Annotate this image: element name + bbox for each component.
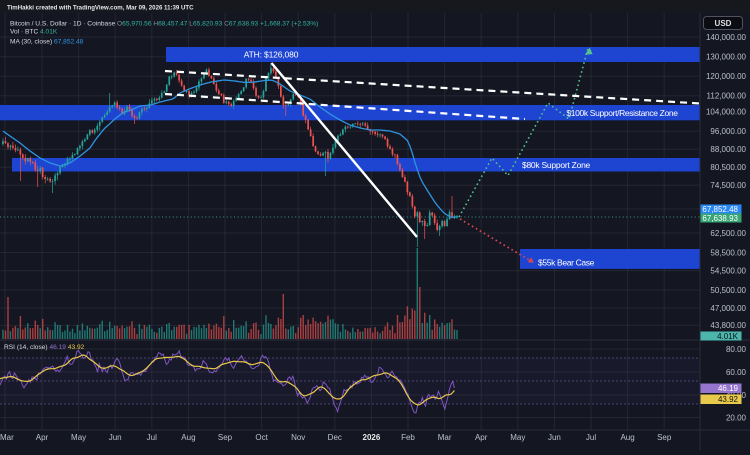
svg-text:54,500.00: 54,500.00: [710, 266, 746, 275]
svg-text:140,000.00: 140,000.00: [706, 33, 747, 42]
svg-text:Jun: Jun: [548, 433, 561, 442]
svg-text:88,000.00: 88,000.00: [710, 145, 746, 154]
svg-text:60.00: 60.00: [726, 368, 747, 377]
svg-text:80.00: 80.00: [726, 345, 747, 354]
svg-text:Aug: Aug: [620, 433, 634, 442]
svg-text:96,000.00: 96,000.00: [710, 127, 746, 136]
svg-text:May: May: [510, 433, 525, 442]
svg-text:Apr: Apr: [475, 433, 488, 442]
svg-text:Sep: Sep: [657, 433, 672, 442]
svg-text:MA (30, close) 67,852.48: MA (30, close) 67,852.48: [10, 39, 84, 46]
svg-text:ATH: $126,080: ATH: $126,080: [244, 50, 299, 60]
svg-text:20.00: 20.00: [726, 413, 747, 422]
svg-text:Dec: Dec: [328, 433, 342, 442]
svg-text:47,000.00: 47,000.00: [710, 304, 746, 313]
svg-text:112,000.00: 112,000.00: [707, 92, 747, 101]
svg-text:Jul: Jul: [586, 433, 596, 442]
svg-text:Sep: Sep: [218, 433, 233, 442]
svg-text:TimHakki created with TradingV: TimHakki created with TradingView.com, M…: [7, 5, 194, 12]
svg-text:58,500.00: 58,500.00: [710, 248, 746, 257]
svg-text:120,000.00: 120,000.00: [706, 72, 747, 81]
svg-text:46.19: 46.19: [718, 384, 739, 393]
svg-text:104,000.00: 104,000.00: [706, 108, 747, 117]
svg-text:Bitcoin / U.S. Dollar · 1D · C: Bitcoin / U.S. Dollar · 1D · Coinbase O6…: [10, 21, 318, 28]
svg-text:$100k Support/Resistance Zone: $100k Support/Resistance Zone: [566, 108, 678, 118]
svg-text:$80k Support Zone: $80k Support Zone: [522, 160, 591, 170]
svg-text:67,852.48: 67,852.48: [702, 205, 738, 214]
svg-text:Nov: Nov: [291, 433, 305, 442]
svg-text:Feb: Feb: [401, 433, 415, 442]
svg-text:62,500.00: 62,500.00: [710, 229, 746, 238]
svg-text:Mar: Mar: [438, 433, 452, 442]
svg-text:4.01K: 4.01K: [717, 332, 739, 341]
svg-text:Oct: Oct: [255, 433, 268, 442]
svg-text:80,500.00: 80,500.00: [710, 163, 746, 172]
svg-text:2026: 2026: [363, 433, 381, 442]
svg-text:130,000.00: 130,000.00: [706, 53, 747, 62]
svg-text:74,500.00: 74,500.00: [710, 181, 746, 190]
svg-text:43,800.00: 43,800.00: [710, 321, 746, 330]
svg-text:USD: USD: [715, 19, 732, 28]
svg-text:Aug: Aug: [181, 433, 195, 442]
svg-text:RSI (14, close) 46.19 43.92: RSI (14, close) 46.19 43.92: [4, 344, 85, 351]
svg-text:$55k Bear Case: $55k Bear Case: [538, 258, 595, 268]
svg-text:67,638.93: 67,638.93: [702, 214, 738, 223]
svg-text:43.92: 43.92: [718, 395, 739, 404]
svg-text:Vol · BTC 4.01K: Vol · BTC 4.01K: [10, 29, 58, 36]
svg-text:Jun: Jun: [109, 433, 122, 442]
svg-text:Jul: Jul: [147, 433, 157, 442]
svg-text:50,500.00: 50,500.00: [710, 286, 746, 295]
svg-text:Mar: Mar: [0, 433, 14, 442]
svg-text:May: May: [71, 433, 86, 442]
svg-text:Apr: Apr: [36, 433, 49, 442]
